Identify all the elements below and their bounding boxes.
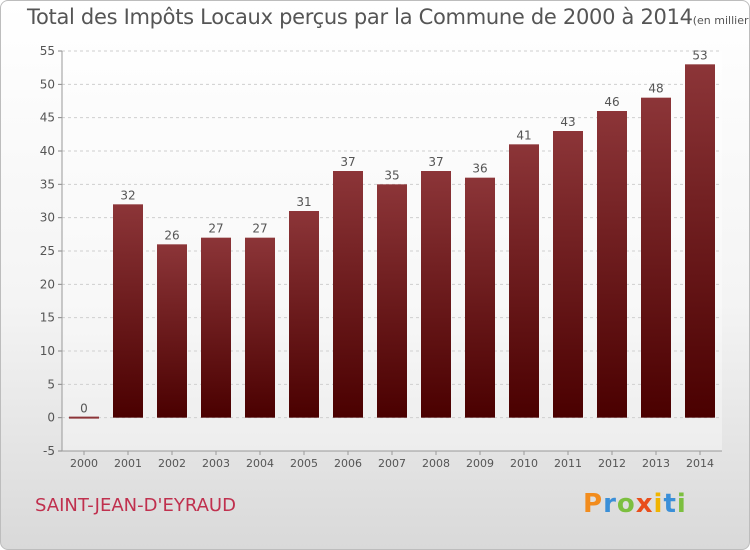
y-tick-label: 40 bbox=[40, 144, 55, 158]
bar bbox=[641, 97, 671, 418]
bar bbox=[289, 211, 319, 418]
data-label: 43 bbox=[560, 115, 575, 129]
y-tick-label: 5 bbox=[47, 377, 55, 391]
x-tick-label: 2010 bbox=[510, 457, 538, 470]
bar bbox=[509, 144, 539, 418]
y-tick-label: 10 bbox=[40, 344, 55, 358]
x-tick-label: 2004 bbox=[246, 457, 274, 470]
data-label: 31 bbox=[296, 195, 311, 209]
x-tick-label: 2000 bbox=[70, 457, 98, 470]
x-tick-label: 2005 bbox=[290, 457, 318, 470]
bar bbox=[465, 177, 495, 418]
chart-title-main: Total des Impôts Locaux perçus par la Co… bbox=[27, 5, 693, 29]
y-tick-label: 25 bbox=[40, 244, 55, 258]
x-tick-label: 2009 bbox=[466, 457, 494, 470]
x-tick-label: 2013 bbox=[642, 457, 670, 470]
y-tick-label: 50 bbox=[40, 77, 55, 91]
data-label: 41 bbox=[516, 128, 531, 142]
data-label: 48 bbox=[648, 82, 663, 96]
bar bbox=[421, 171, 451, 418]
logo-letter: x bbox=[635, 489, 654, 519]
data-label: 32 bbox=[120, 188, 135, 202]
logo-letter: i bbox=[653, 489, 664, 519]
data-label: 37 bbox=[428, 155, 443, 169]
y-tick-label: 35 bbox=[40, 177, 55, 191]
y-tick-label: -5 bbox=[43, 444, 55, 458]
logo-letter: r bbox=[603, 489, 617, 519]
bar bbox=[201, 237, 231, 418]
data-label: 37 bbox=[340, 155, 355, 169]
y-tick-label: 0 bbox=[47, 411, 55, 425]
data-label: 27 bbox=[208, 222, 223, 236]
data-label: 26 bbox=[164, 228, 179, 242]
commune-name: SAINT-JEAN-D'EYRAUD bbox=[35, 495, 236, 516]
data-label: 36 bbox=[472, 162, 487, 176]
x-tick-label: 2003 bbox=[202, 457, 230, 470]
bar bbox=[685, 64, 715, 418]
chart-title: Total des Impôts Locaux perçus par la Co… bbox=[27, 5, 749, 29]
bar bbox=[553, 131, 583, 418]
y-tick-label: 30 bbox=[40, 211, 55, 225]
x-tick-label: 2012 bbox=[598, 457, 626, 470]
x-tick-label: 2001 bbox=[114, 457, 142, 470]
logo-letter: t bbox=[663, 489, 677, 519]
bar bbox=[157, 244, 187, 418]
x-tick-label: 2014 bbox=[686, 457, 714, 470]
logo-letter: o bbox=[616, 489, 636, 519]
bar bbox=[333, 171, 363, 418]
proxiti-logo: Proxiti bbox=[583, 489, 687, 519]
logo-letter: P bbox=[583, 489, 604, 519]
logo-letter: i bbox=[676, 489, 687, 519]
y-tick-label: 15 bbox=[40, 311, 55, 325]
x-tick-label: 2011 bbox=[554, 457, 582, 470]
data-label: 27 bbox=[252, 222, 267, 236]
chart-title-unit: (en milliers d'€) bbox=[692, 14, 749, 27]
x-tick-label: 2008 bbox=[422, 457, 450, 470]
bar bbox=[113, 204, 143, 418]
y-tick-label: 45 bbox=[40, 111, 55, 125]
x-tick-label: 2006 bbox=[334, 457, 362, 470]
y-tick-label: 20 bbox=[40, 277, 55, 291]
bar bbox=[377, 184, 407, 418]
x-tick-label: 2007 bbox=[378, 457, 406, 470]
data-label: 35 bbox=[384, 168, 399, 182]
x-tick-label: 2002 bbox=[158, 457, 186, 470]
data-label: 0 bbox=[80, 402, 88, 416]
data-label: 53 bbox=[692, 48, 707, 62]
data-label: 46 bbox=[604, 95, 619, 109]
y-tick-label: 55 bbox=[40, 44, 55, 58]
bar bbox=[597, 111, 627, 418]
bar bbox=[245, 237, 275, 418]
